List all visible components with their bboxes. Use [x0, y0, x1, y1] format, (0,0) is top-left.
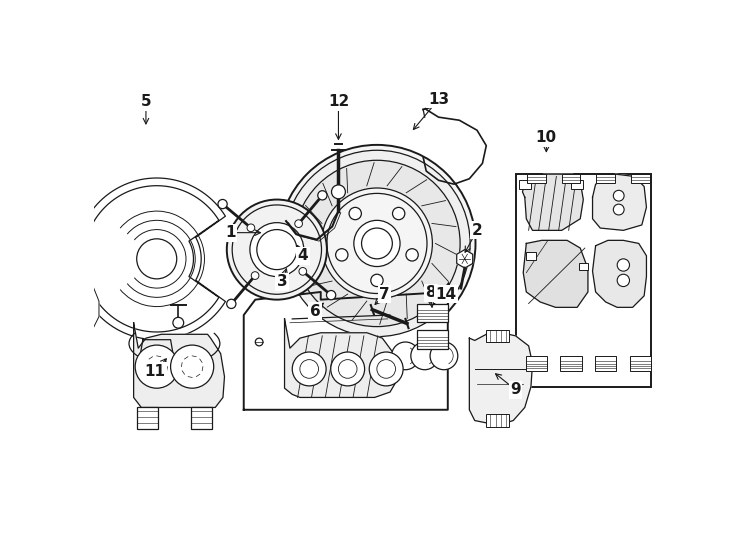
Circle shape	[173, 318, 184, 328]
Polygon shape	[76, 282, 99, 332]
Circle shape	[349, 207, 361, 220]
Bar	[631, 174, 650, 184]
Circle shape	[377, 360, 396, 378]
Circle shape	[250, 222, 304, 276]
Bar	[630, 356, 651, 372]
Circle shape	[335, 249, 348, 261]
Text: 7: 7	[379, 287, 390, 302]
Circle shape	[218, 199, 228, 208]
Circle shape	[278, 145, 476, 342]
Polygon shape	[457, 249, 473, 268]
Text: 3: 3	[277, 274, 288, 289]
Bar	[562, 174, 580, 184]
Text: 2: 2	[472, 223, 482, 238]
Circle shape	[292, 352, 326, 386]
Circle shape	[332, 185, 346, 199]
Circle shape	[294, 160, 460, 327]
Circle shape	[295, 220, 302, 227]
Bar	[519, 179, 531, 189]
Bar	[595, 356, 617, 372]
Circle shape	[430, 342, 458, 370]
Bar	[578, 262, 588, 271]
Text: 12: 12	[328, 94, 349, 109]
Circle shape	[255, 338, 263, 346]
Bar	[417, 330, 448, 349]
Circle shape	[369, 352, 403, 386]
Circle shape	[391, 342, 419, 370]
Circle shape	[411, 342, 438, 370]
Polygon shape	[592, 240, 647, 307]
Text: 5: 5	[141, 94, 151, 109]
Circle shape	[354, 220, 400, 267]
Circle shape	[300, 360, 319, 378]
Circle shape	[247, 224, 255, 232]
Bar	[191, 408, 212, 429]
Bar	[137, 408, 159, 429]
Circle shape	[299, 267, 307, 275]
Circle shape	[227, 299, 236, 308]
Text: 13: 13	[428, 92, 449, 107]
Bar	[526, 252, 536, 260]
Text: 8: 8	[426, 285, 436, 300]
Polygon shape	[523, 240, 588, 307]
Circle shape	[135, 345, 178, 388]
Polygon shape	[244, 292, 448, 410]
Circle shape	[617, 274, 630, 287]
Circle shape	[406, 249, 418, 261]
Circle shape	[327, 291, 335, 300]
Circle shape	[318, 191, 327, 200]
Circle shape	[251, 272, 259, 279]
Circle shape	[137, 239, 177, 279]
Bar	[417, 303, 448, 322]
Bar	[571, 179, 584, 189]
Text: 4: 4	[298, 248, 308, 264]
Bar	[526, 356, 547, 372]
Circle shape	[331, 352, 365, 386]
Circle shape	[338, 360, 357, 378]
Circle shape	[362, 228, 393, 259]
Polygon shape	[469, 333, 532, 425]
Circle shape	[257, 230, 297, 269]
Polygon shape	[139, 340, 174, 376]
Polygon shape	[134, 323, 225, 408]
Circle shape	[617, 259, 630, 271]
Circle shape	[321, 188, 432, 299]
Bar	[487, 330, 509, 342]
Circle shape	[227, 200, 327, 300]
Bar	[487, 414, 509, 427]
Circle shape	[614, 190, 624, 201]
Circle shape	[170, 345, 214, 388]
Polygon shape	[87, 178, 225, 340]
Text: 6: 6	[310, 303, 321, 319]
Polygon shape	[285, 319, 398, 397]
Circle shape	[327, 193, 427, 294]
Bar	[560, 356, 582, 372]
Circle shape	[371, 274, 383, 287]
Polygon shape	[523, 174, 584, 231]
Text: 10: 10	[536, 131, 557, 145]
Circle shape	[393, 207, 405, 220]
Bar	[515, 174, 651, 387]
Circle shape	[284, 150, 470, 336]
Text: 1: 1	[225, 225, 236, 240]
Circle shape	[614, 204, 624, 215]
Text: 9: 9	[510, 382, 521, 397]
Circle shape	[232, 205, 321, 294]
Text: 11: 11	[145, 364, 166, 379]
Bar	[527, 174, 545, 184]
Polygon shape	[592, 174, 647, 231]
Text: 14: 14	[436, 287, 457, 302]
Bar	[597, 174, 615, 184]
